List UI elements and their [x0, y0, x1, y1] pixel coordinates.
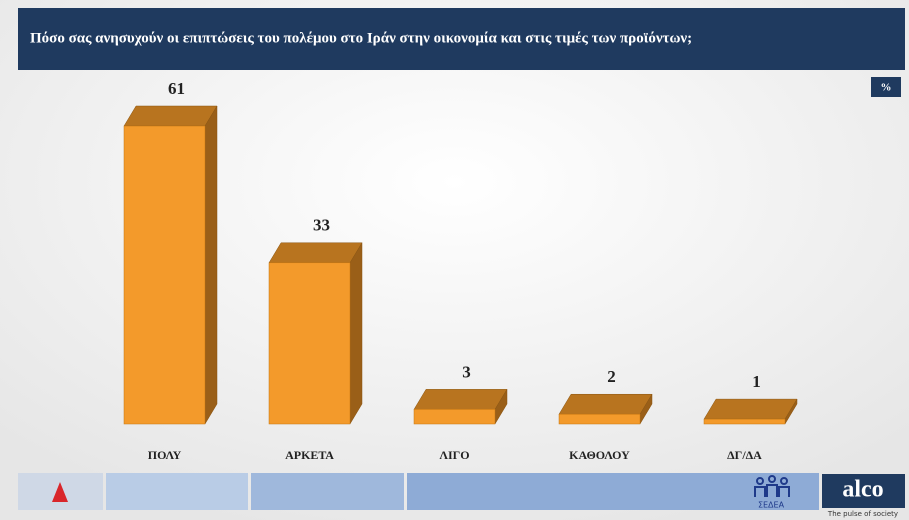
channel-logo [52, 482, 68, 502]
brand-name: alco [842, 477, 883, 503]
value-label: 2 [607, 367, 616, 386]
footer-segment [251, 473, 404, 510]
bar-top [268, 242, 363, 264]
bar-top [123, 105, 218, 127]
value-label: 61 [168, 79, 185, 98]
title-bar [18, 8, 905, 70]
brand-box [822, 474, 905, 508]
bar [703, 418, 786, 425]
bar-top [413, 389, 508, 410]
bar-side [204, 105, 218, 425]
footer-segment [106, 473, 248, 510]
chart-title: Πόσο σας ανησυχούν οι επιπτώσεις του πολ… [30, 30, 692, 46]
footer: ΣΕΔΕΑ alco The pulse of society [18, 473, 905, 518]
unit-box [871, 77, 901, 97]
bar [558, 413, 641, 425]
value-label: 33 [313, 216, 330, 235]
x-tick-label: ΛΙΓΟ [439, 448, 469, 462]
partner-logo [754, 475, 790, 497]
bar [123, 125, 206, 425]
brand-tagline: The pulse of society [827, 510, 898, 518]
bar-top [703, 398, 798, 420]
bar-top [558, 393, 653, 415]
unit-label: % [881, 82, 892, 94]
x-tick-label: ΚΑΘΟΛΟΥ [569, 448, 630, 462]
value-label: 3 [462, 362, 471, 381]
partner-name: ΣΕΔΕΑ [758, 501, 785, 510]
bar [413, 409, 496, 425]
x-tick-label: ΔΓ/ΔΑ [727, 448, 762, 462]
value-label: 1 [752, 372, 761, 391]
footer-segment [407, 473, 819, 510]
bar [268, 262, 351, 425]
x-tick-label: ΑΡΚΕΤΑ [285, 448, 334, 462]
bar-side [349, 241, 363, 425]
x-tick-label: ΠΟΛΥ [148, 448, 182, 462]
